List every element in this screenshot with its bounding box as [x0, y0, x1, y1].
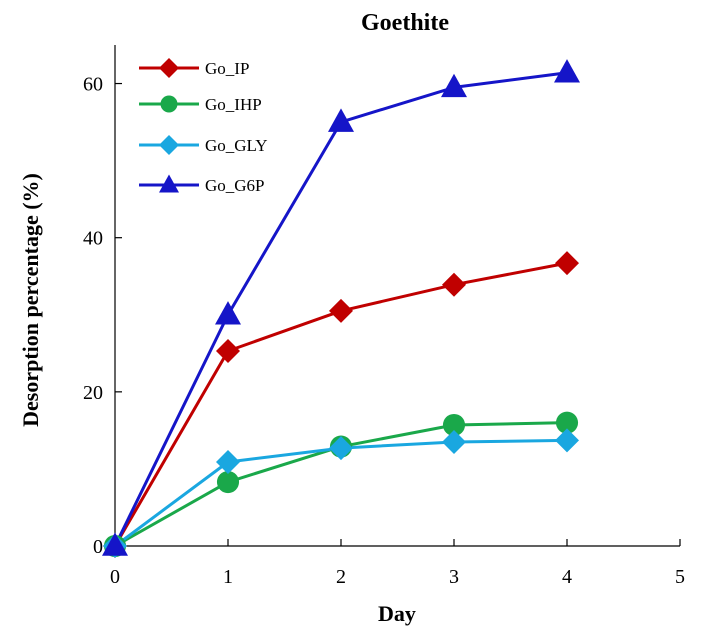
y-tick-label: 20	[83, 382, 103, 404]
legend-label: Go_GLY	[205, 136, 268, 155]
data-point-go-g6p	[554, 59, 580, 83]
data-point-go-ip	[555, 251, 579, 276]
data-point-go-gly	[555, 428, 579, 453]
y-tick-label: 60	[83, 74, 103, 96]
y-tick-label: 0	[93, 536, 103, 558]
x-tick-label: 1	[223, 566, 233, 588]
data-point-go-ihp	[216, 470, 240, 494]
x-tick-label: 2	[336, 566, 346, 588]
data-point-go-g6p	[441, 73, 467, 98]
data-point-go-ihp	[442, 413, 466, 437]
legend-marker	[160, 95, 178, 113]
legend-marker	[159, 58, 179, 78]
series-markers	[102, 59, 580, 558]
data-point-go-gly	[329, 436, 353, 461]
y-axis-label: Desorption percentage (%)	[18, 173, 43, 427]
data-point-go-gly	[216, 449, 240, 474]
legend: Go_IP Go_IHP Go_GLY Go_G6P	[139, 58, 268, 195]
data-point-go-ihp	[555, 411, 579, 434]
legend-label: Go_IP	[205, 59, 249, 78]
x-tick-label: 5	[675, 566, 685, 588]
data-point-go-gly	[442, 429, 466, 454]
x-tick-label: 4	[562, 566, 572, 588]
x-axis-label: Day	[378, 601, 416, 626]
x-tick-label: 0	[110, 566, 120, 588]
legend-marker	[159, 135, 179, 155]
legend-marker	[159, 174, 179, 193]
legend-label: Go_IHP	[205, 95, 262, 114]
data-point-go-ip	[442, 272, 466, 297]
data-point-go-g6p	[215, 301, 241, 325]
data-point-go-g6p	[328, 108, 354, 132]
y-tick-label: 40	[83, 228, 103, 250]
axes	[114, 45, 680, 547]
data-point-go-ip	[329, 298, 353, 323]
ticks: 0 20 40 60 0 1 2 3 4 5	[83, 74, 685, 588]
data-point-go-ip	[216, 338, 240, 363]
chart-title: Goethite	[361, 10, 449, 36]
legend-label: Go_G6P	[205, 176, 265, 195]
data-point-go-g6p	[102, 532, 128, 556]
x-tick-label: 3	[449, 566, 459, 588]
